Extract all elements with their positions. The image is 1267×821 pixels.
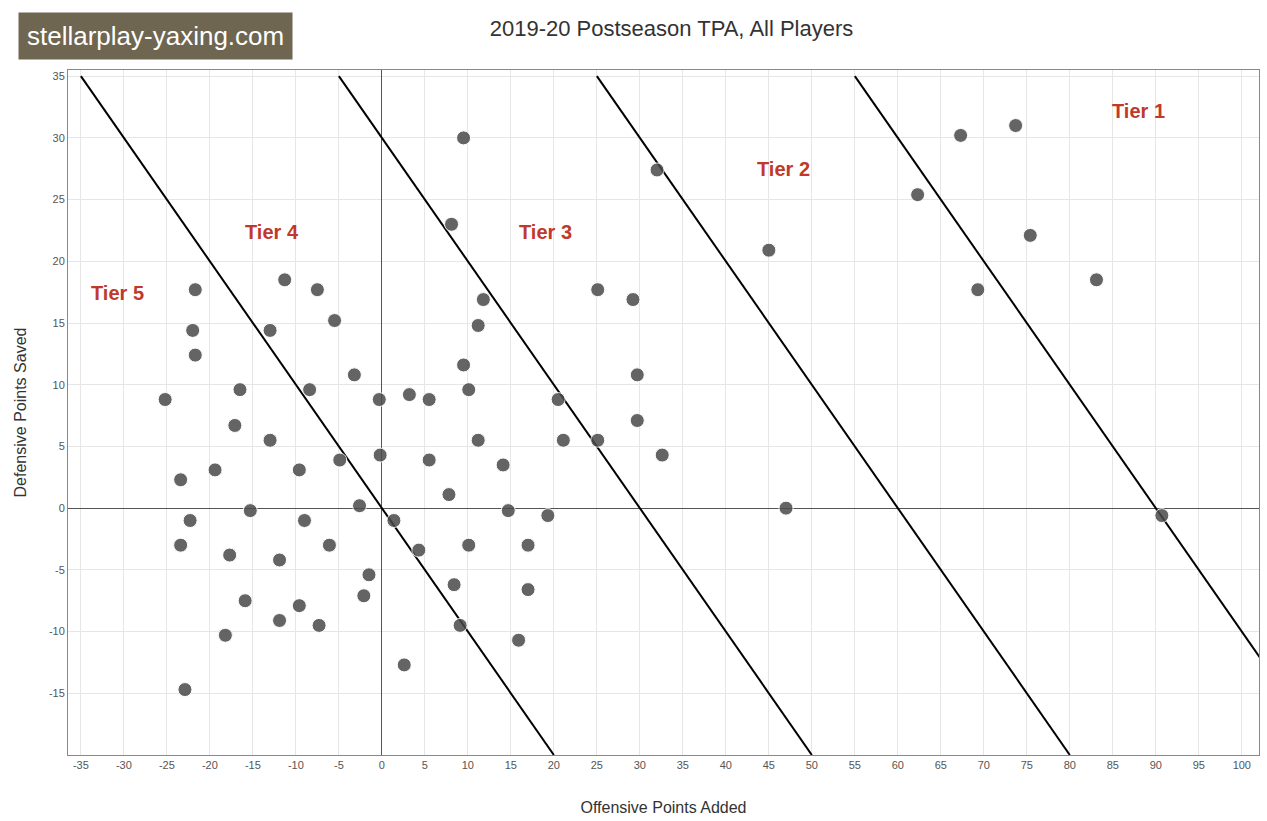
svg-text:-10: -10	[49, 625, 65, 637]
svg-text:30: 30	[53, 132, 65, 144]
svg-text:55: 55	[849, 759, 861, 771]
svg-text:90: 90	[1150, 759, 1162, 771]
svg-text:-10: -10	[288, 759, 304, 771]
svg-text:5: 5	[59, 440, 65, 452]
svg-text:-25: -25	[159, 759, 175, 771]
svg-text:2019-20 Postseason TPA, All Pl: 2019-20 Postseason TPA, All Players	[490, 16, 854, 41]
svg-text:Tier 5: Tier 5	[91, 282, 144, 304]
svg-text:-15: -15	[245, 759, 261, 771]
svg-text:80: 80	[1064, 759, 1076, 771]
svg-text:15: 15	[505, 759, 517, 771]
svg-text:stellarplay-yaxing.com: stellarplay-yaxing.com	[27, 21, 284, 51]
svg-text:Tier 2: Tier 2	[757, 158, 810, 180]
svg-text:30: 30	[634, 759, 646, 771]
svg-text:25: 25	[53, 193, 65, 205]
svg-text:20: 20	[53, 255, 65, 267]
svg-text:35: 35	[677, 759, 689, 771]
svg-text:10: 10	[462, 759, 474, 771]
svg-text:70: 70	[978, 759, 990, 771]
svg-text:-15: -15	[49, 687, 65, 699]
svg-text:Tier 3: Tier 3	[519, 221, 572, 243]
svg-text:10: 10	[53, 379, 65, 391]
svg-text:-30: -30	[116, 759, 132, 771]
svg-text:Defensive Points Saved: Defensive Points Saved	[12, 328, 29, 498]
svg-text:Tier 4: Tier 4	[245, 221, 299, 243]
svg-text:50: 50	[806, 759, 818, 771]
svg-text:Tier 1: Tier 1	[1112, 100, 1165, 122]
svg-text:20: 20	[548, 759, 560, 771]
svg-text:65: 65	[935, 759, 947, 771]
svg-text:0: 0	[379, 759, 385, 771]
svg-text:0: 0	[59, 502, 65, 514]
svg-text:75: 75	[1021, 759, 1033, 771]
svg-text:35: 35	[53, 70, 65, 82]
svg-text:40: 40	[720, 759, 732, 771]
svg-text:25: 25	[591, 759, 603, 771]
svg-text:Offensive Points Added: Offensive Points Added	[580, 799, 746, 816]
svg-text:5: 5	[422, 759, 428, 771]
svg-text:-35: -35	[73, 759, 89, 771]
svg-text:15: 15	[53, 317, 65, 329]
svg-text:-20: -20	[202, 759, 218, 771]
svg-text:-5: -5	[55, 564, 65, 576]
svg-text:-5: -5	[334, 759, 344, 771]
svg-text:100: 100	[1233, 759, 1251, 771]
svg-text:45: 45	[763, 759, 775, 771]
svg-text:95: 95	[1193, 759, 1205, 771]
svg-text:60: 60	[892, 759, 904, 771]
svg-text:85: 85	[1107, 759, 1119, 771]
